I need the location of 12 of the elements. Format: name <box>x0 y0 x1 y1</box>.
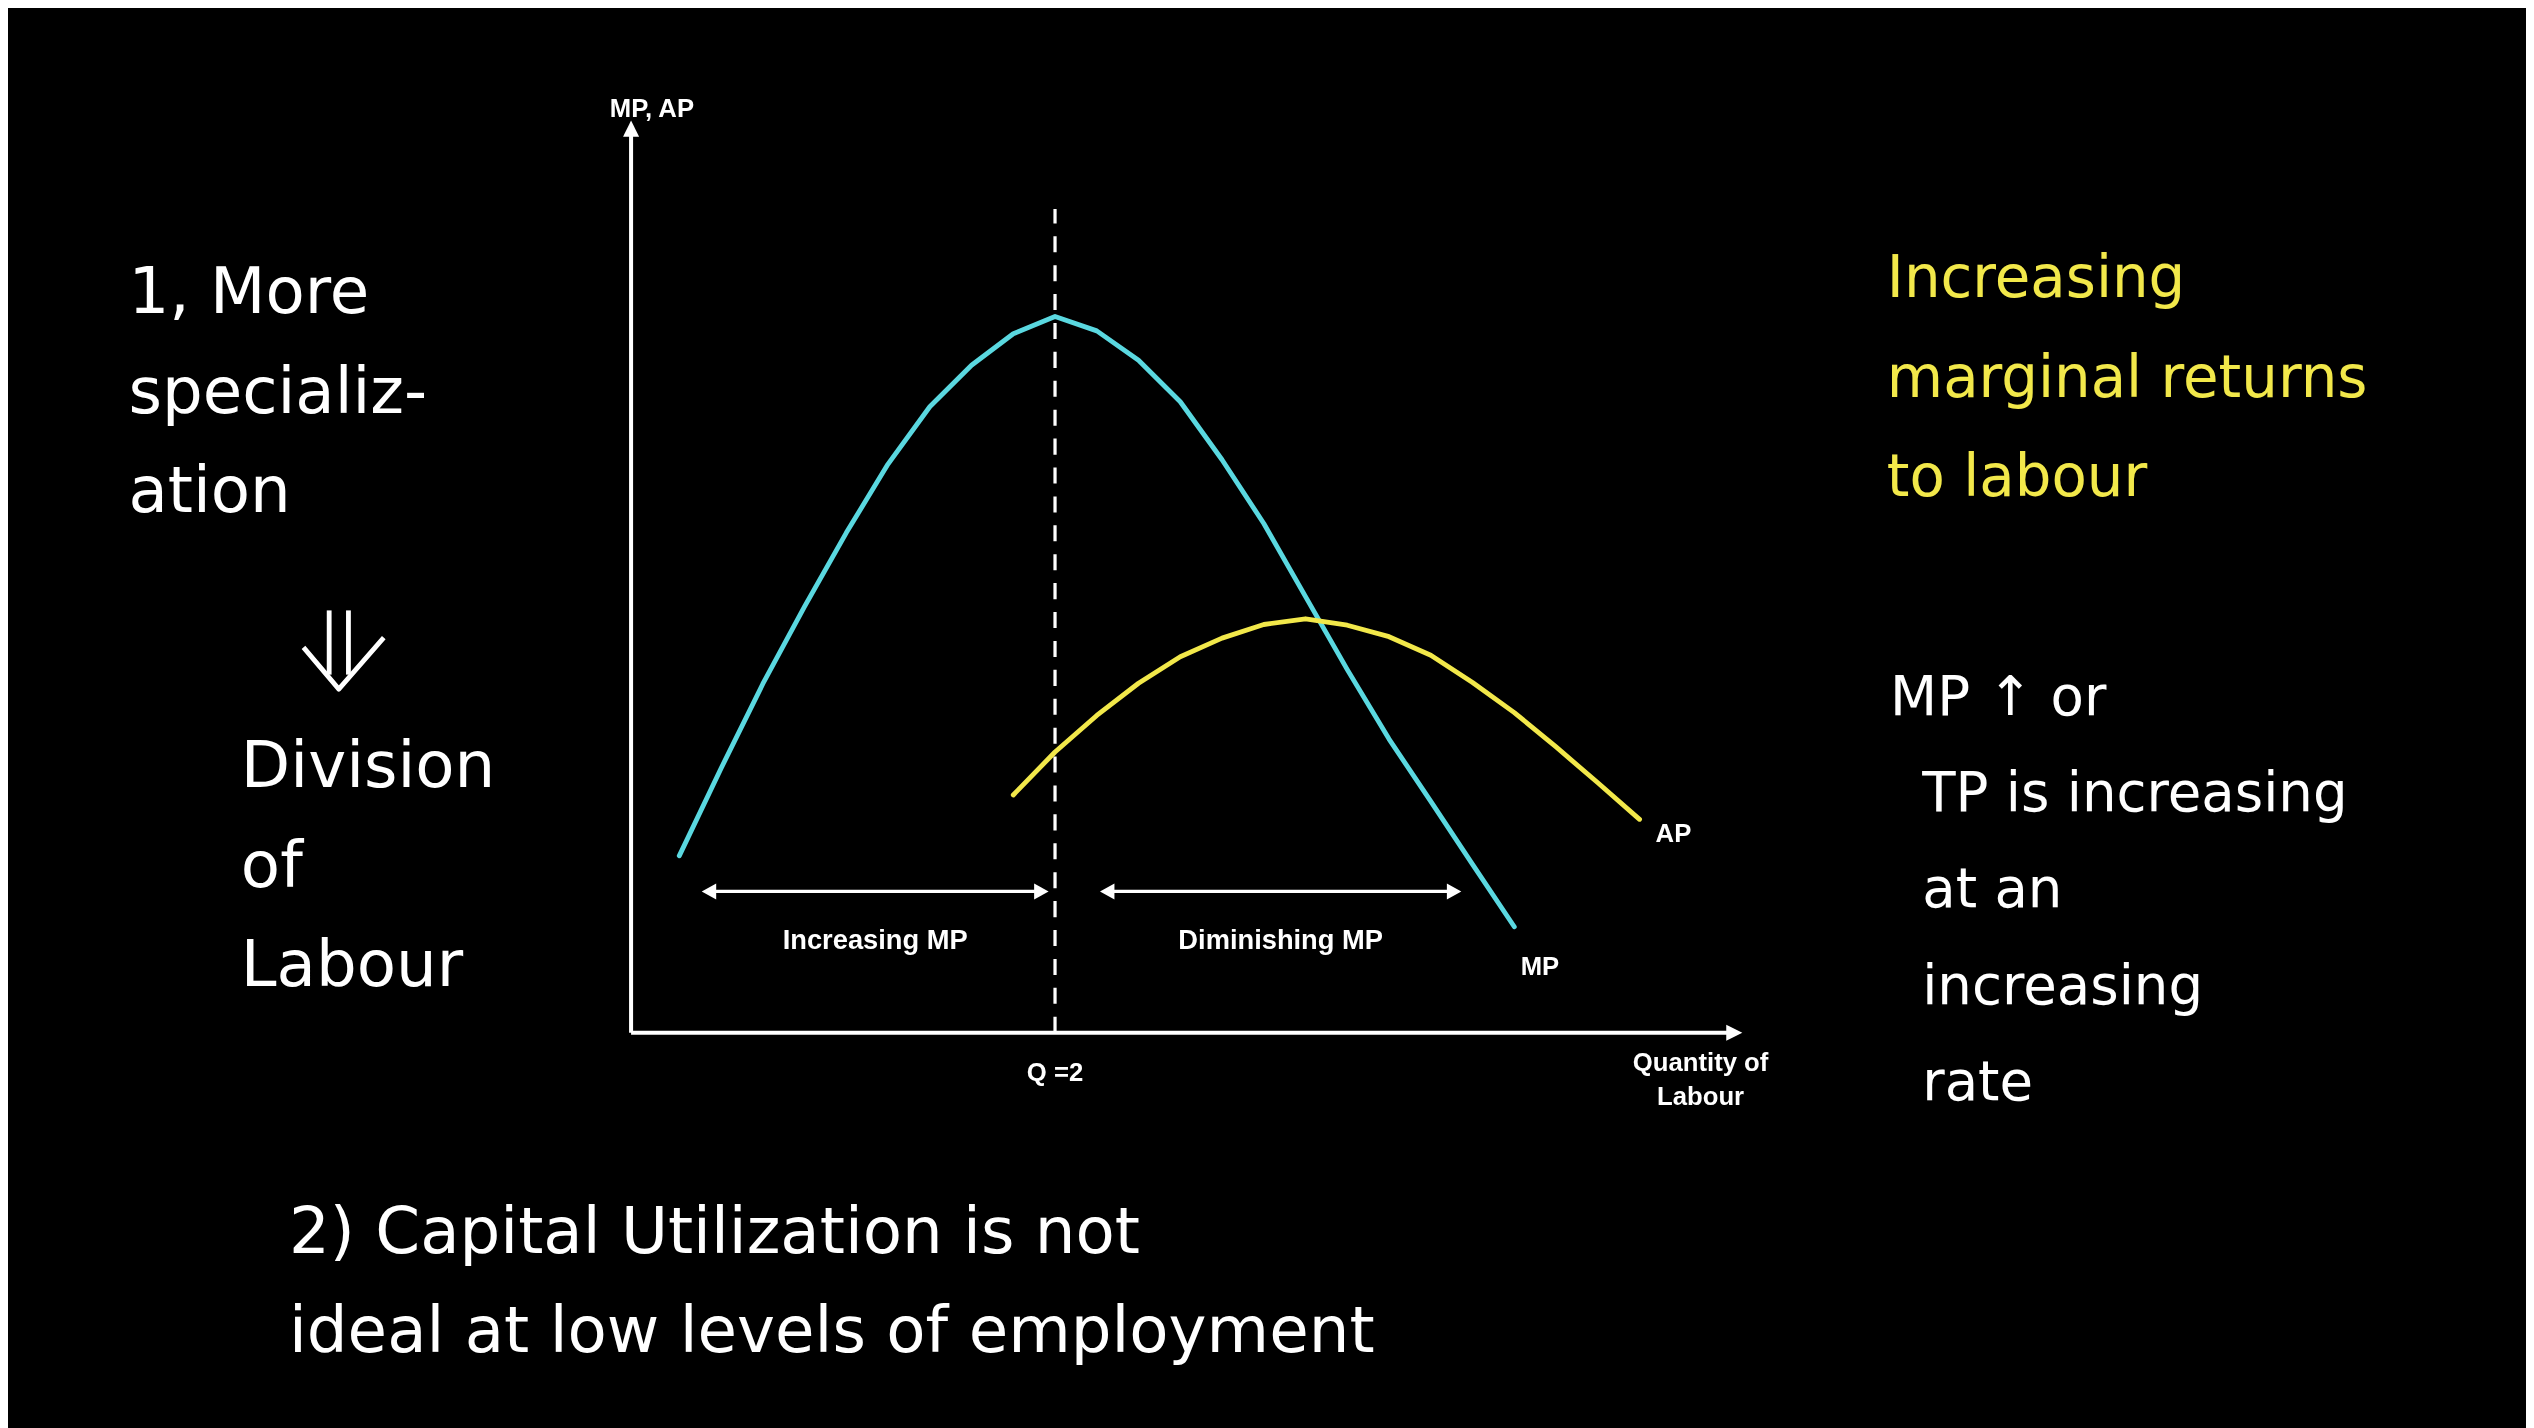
annotation: Increasing MP <box>782 924 968 956</box>
text: Increasing marginal returns to labour <box>1886 243 2368 511</box>
text: 2) Capital Utilization is not ideal at low levels of employment <box>289 1192 1375 1368</box>
x-axis-title: Quantity of Labour <box>1632 1048 1769 1111</box>
text: 1, More specializ- ation <box>128 253 428 528</box>
text: Q =2 <box>1026 1057 1084 1086</box>
annotation: Diminishing MP <box>1178 924 1383 956</box>
series-label: AP <box>1655 818 1692 847</box>
series-label: MP <box>1520 951 1560 980</box>
text: Division of Labour <box>240 727 496 1002</box>
text: MP ↑ or TP is increasing at an increasing rate <box>1890 663 2348 1114</box>
text: MP, AP <box>609 94 695 123</box>
